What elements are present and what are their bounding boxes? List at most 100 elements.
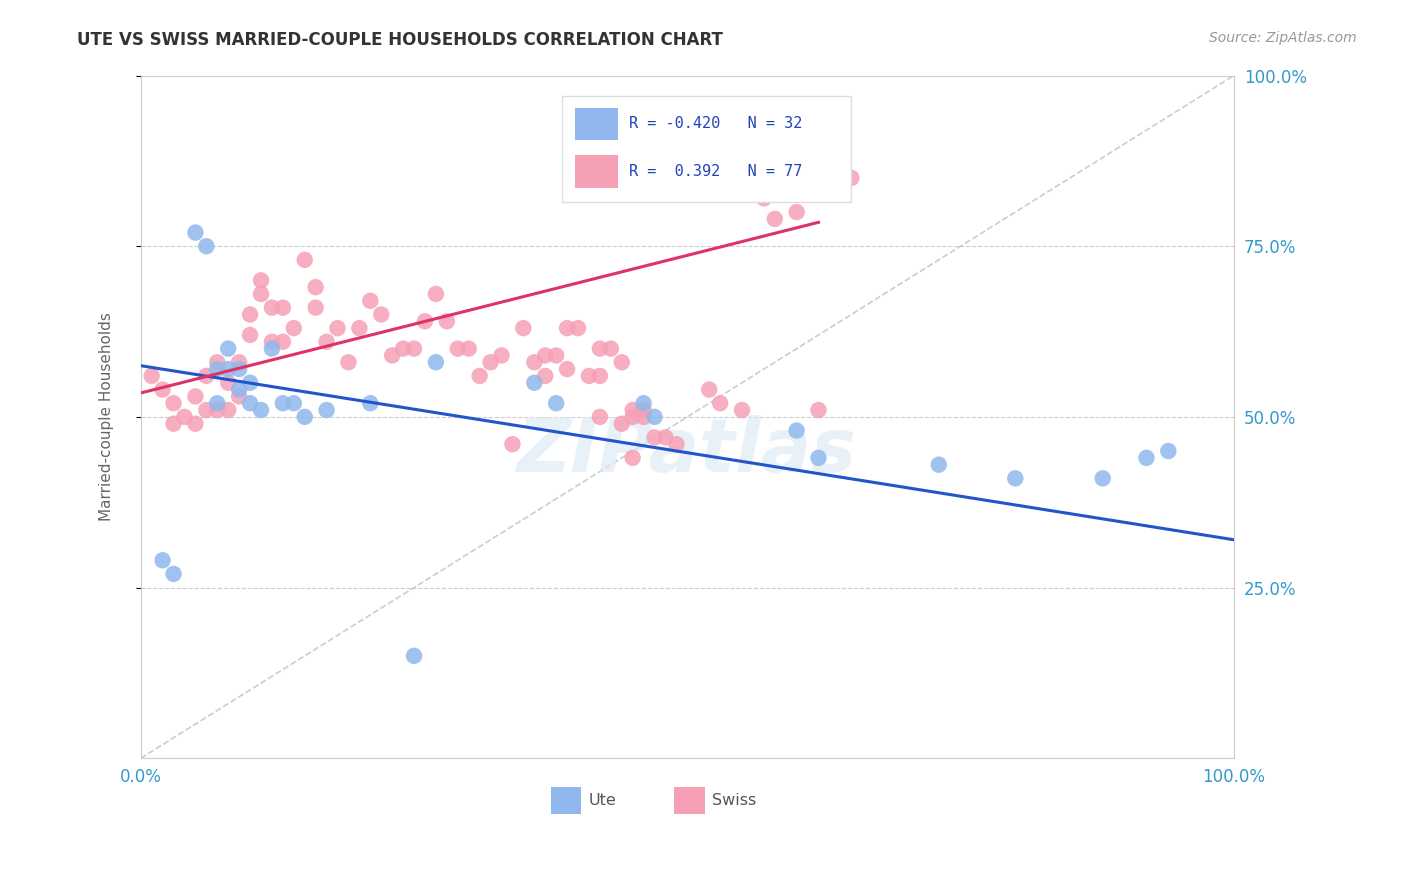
Point bbox=[610, 355, 633, 369]
Point bbox=[184, 389, 207, 403]
Text: R = -0.420   N = 32: R = -0.420 N = 32 bbox=[630, 117, 803, 131]
Text: R =  0.392   N = 77: R = 0.392 N = 77 bbox=[630, 164, 803, 179]
Bar bbox=[551, 787, 581, 814]
Point bbox=[610, 417, 633, 431]
Point bbox=[425, 355, 447, 369]
Point bbox=[786, 424, 808, 438]
Point bbox=[283, 396, 305, 410]
Point bbox=[599, 342, 621, 356]
Point bbox=[534, 368, 557, 383]
Point bbox=[839, 170, 862, 185]
Point bbox=[207, 362, 229, 376]
Point bbox=[271, 396, 294, 410]
Point bbox=[621, 409, 644, 424]
Text: Source: ZipAtlas.com: Source: ZipAtlas.com bbox=[1209, 31, 1357, 45]
Point bbox=[162, 417, 184, 431]
Point bbox=[928, 458, 950, 472]
Point bbox=[207, 403, 229, 417]
Point bbox=[644, 409, 666, 424]
Point bbox=[546, 396, 568, 410]
Point bbox=[239, 396, 262, 410]
Point bbox=[413, 314, 436, 328]
Text: Swiss: Swiss bbox=[713, 793, 756, 808]
Point bbox=[381, 348, 404, 362]
Point bbox=[173, 409, 195, 424]
Point bbox=[786, 205, 808, 219]
Point bbox=[239, 308, 262, 322]
Point bbox=[589, 368, 612, 383]
Point bbox=[534, 348, 557, 362]
Point bbox=[250, 273, 273, 287]
Point bbox=[239, 376, 262, 390]
Point bbox=[195, 403, 218, 417]
Point bbox=[349, 321, 371, 335]
Point bbox=[217, 362, 239, 376]
Point bbox=[283, 321, 305, 335]
Point bbox=[512, 321, 534, 335]
Point bbox=[271, 334, 294, 349]
Bar bbox=[575, 155, 619, 188]
Point bbox=[184, 226, 207, 240]
Point bbox=[359, 396, 381, 410]
Point bbox=[260, 342, 283, 356]
Point bbox=[228, 383, 250, 397]
Point bbox=[479, 355, 502, 369]
Bar bbox=[575, 108, 619, 140]
Point bbox=[337, 355, 360, 369]
Point bbox=[141, 368, 163, 383]
Point bbox=[447, 342, 470, 356]
FancyBboxPatch shape bbox=[561, 96, 851, 202]
Point bbox=[633, 403, 655, 417]
Text: Ute: Ute bbox=[589, 793, 617, 808]
Point bbox=[326, 321, 349, 335]
Point bbox=[468, 368, 491, 383]
Point bbox=[228, 389, 250, 403]
Point bbox=[217, 376, 239, 390]
Point bbox=[807, 403, 830, 417]
Point bbox=[1091, 471, 1114, 485]
Point bbox=[195, 368, 218, 383]
Point bbox=[207, 355, 229, 369]
Point bbox=[457, 342, 479, 356]
Text: UTE VS SWISS MARRIED-COUPLE HOUSEHOLDS CORRELATION CHART: UTE VS SWISS MARRIED-COUPLE HOUSEHOLDS C… bbox=[77, 31, 723, 49]
Point bbox=[763, 211, 786, 226]
Point bbox=[697, 383, 720, 397]
Point bbox=[305, 280, 328, 294]
Point bbox=[633, 396, 655, 410]
Point bbox=[250, 403, 273, 417]
Point bbox=[271, 301, 294, 315]
Point bbox=[260, 334, 283, 349]
Point bbox=[578, 368, 600, 383]
Point bbox=[315, 403, 337, 417]
Point bbox=[239, 328, 262, 343]
Point bbox=[555, 321, 578, 335]
Point bbox=[294, 252, 316, 267]
Point bbox=[425, 287, 447, 301]
Point bbox=[555, 362, 578, 376]
Point bbox=[621, 450, 644, 465]
Point bbox=[731, 403, 754, 417]
Point bbox=[633, 409, 655, 424]
Point bbox=[523, 376, 546, 390]
Point bbox=[644, 430, 666, 444]
Point bbox=[1004, 471, 1026, 485]
Point bbox=[491, 348, 513, 362]
Point bbox=[621, 403, 644, 417]
Point bbox=[315, 334, 337, 349]
Point bbox=[709, 396, 731, 410]
Point bbox=[250, 287, 273, 301]
Point bbox=[294, 409, 316, 424]
Point bbox=[305, 301, 328, 315]
Point bbox=[546, 348, 568, 362]
Point bbox=[228, 355, 250, 369]
Point bbox=[370, 308, 392, 322]
Point bbox=[665, 437, 688, 451]
Point bbox=[676, 151, 699, 165]
Point bbox=[501, 437, 523, 451]
Point bbox=[195, 239, 218, 253]
Point bbox=[152, 383, 174, 397]
Point bbox=[162, 566, 184, 581]
Point bbox=[184, 417, 207, 431]
Text: ZIPatlas: ZIPatlas bbox=[517, 415, 858, 488]
Point bbox=[402, 648, 425, 663]
